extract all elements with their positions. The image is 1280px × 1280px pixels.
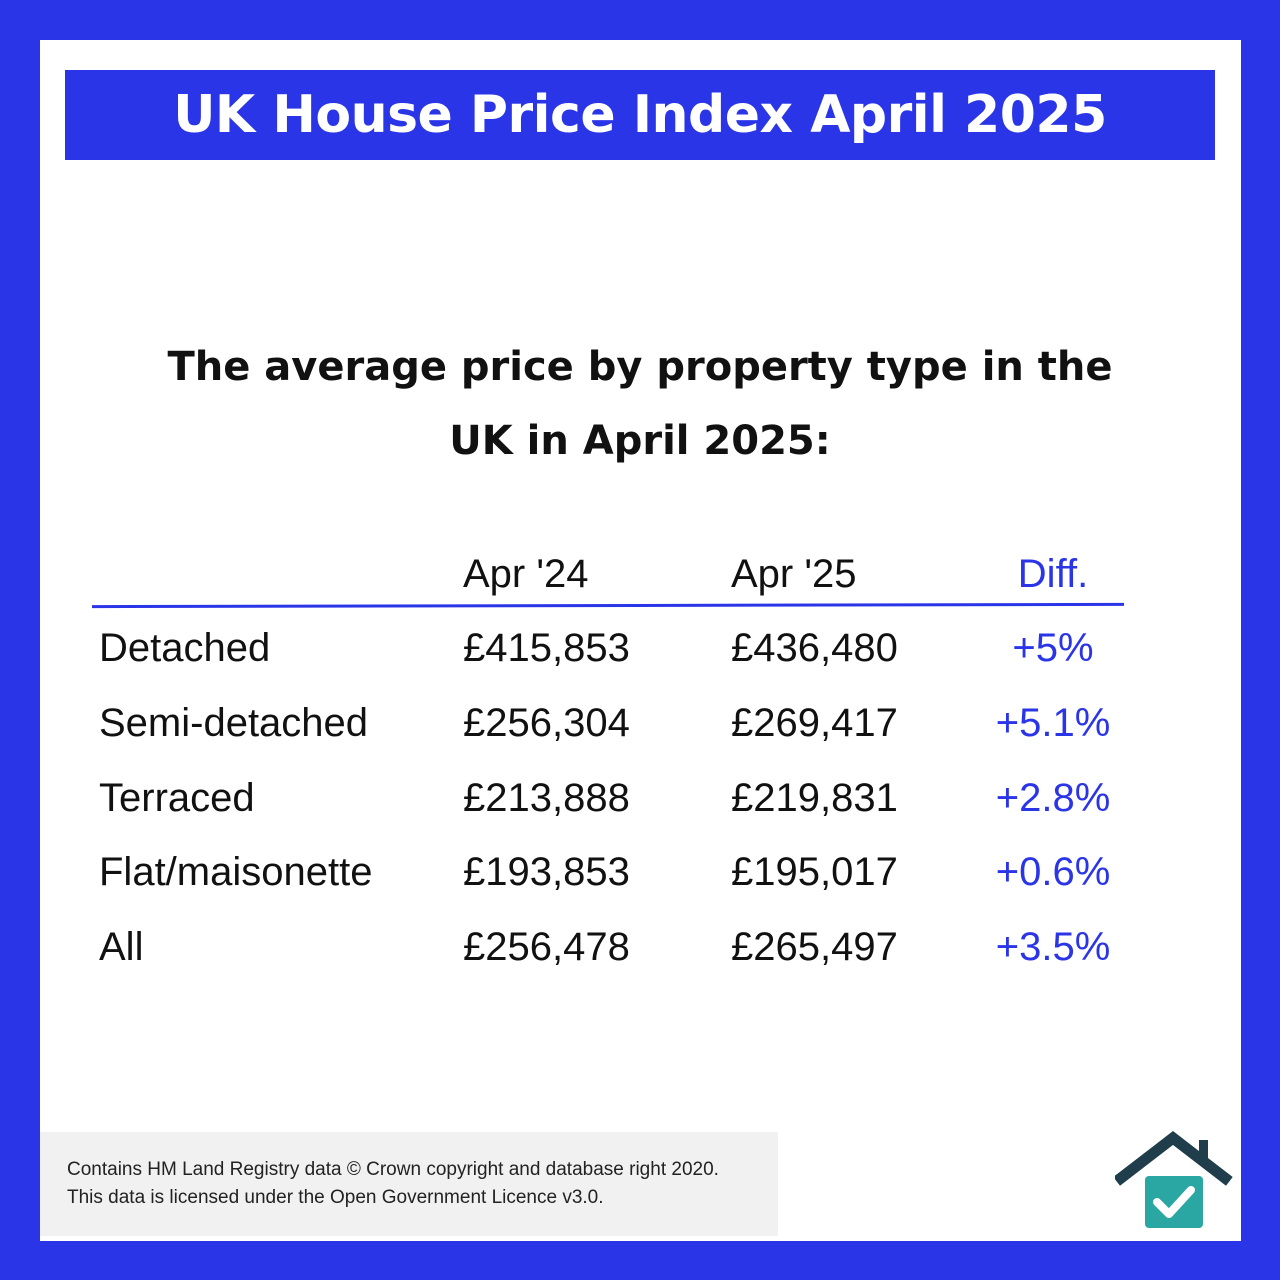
row-diff-semi-detached: +5.1% <box>995 701 1111 745</box>
row-apr25-all: £265,497 <box>731 925 898 969</box>
row-apr25-detached: £436,480 <box>731 626 898 670</box>
column-header-apr25: Apr '25 <box>731 552 857 596</box>
footer-line-2: This data is licensed under the Open Gov… <box>67 1187 604 1208</box>
row-diff-terraced: +2.8% <box>995 776 1111 820</box>
page-title: UK House Price Index April 2025 <box>173 85 1107 145</box>
subtitle-line-1: The average price by property type in th… <box>167 344 1113 390</box>
house-check-icon <box>1115 1131 1233 1228</box>
row-apr24-flat: £193,853 <box>463 850 630 894</box>
footer-line-1: Contains HM Land Registry data © Crown c… <box>67 1159 719 1180</box>
row-label-flat: Flat/maisonette <box>99 850 373 894</box>
row-apr24-all: £256,478 <box>463 925 630 969</box>
table-subtitle: The average price by property type in th… <box>100 330 1180 478</box>
row-apr25-flat: £195,017 <box>731 850 898 894</box>
title-banner: UK House Price Index April 2025 <box>65 70 1215 160</box>
row-apr24-detached: £415,853 <box>463 626 630 670</box>
row-diff-flat: +0.6% <box>995 850 1111 894</box>
row-label-detached: Detached <box>99 626 271 670</box>
header-divider <box>91 602 1125 609</box>
subtitle-line-2: UK in April 2025: <box>449 418 831 464</box>
row-apr24-semi-detached: £256,304 <box>463 701 630 745</box>
row-apr25-semi-detached: £269,417 <box>731 701 898 745</box>
row-apr24-terraced: £213,888 <box>463 776 630 820</box>
infographic-card: UK House Price Index April 2025 The aver… <box>40 40 1241 1241</box>
row-label-all: All <box>99 925 144 969</box>
row-diff-all: +3.5% <box>995 925 1111 969</box>
price-table: Apr '24 Apr '25 Diff. Detached £415,853 … <box>40 40 1241 1241</box>
row-diff-detached: +5% <box>1012 626 1094 670</box>
column-header-apr24: Apr '24 <box>463 552 589 596</box>
column-header-diff: Diff. <box>1017 552 1089 596</box>
row-apr25-terraced: £219,831 <box>731 776 898 820</box>
copyright-footer: Contains HM Land Registry data © Crown c… <box>40 1132 778 1236</box>
row-label-terraced: Terraced <box>99 776 255 820</box>
row-label-semi-detached: Semi-detached <box>99 701 369 745</box>
